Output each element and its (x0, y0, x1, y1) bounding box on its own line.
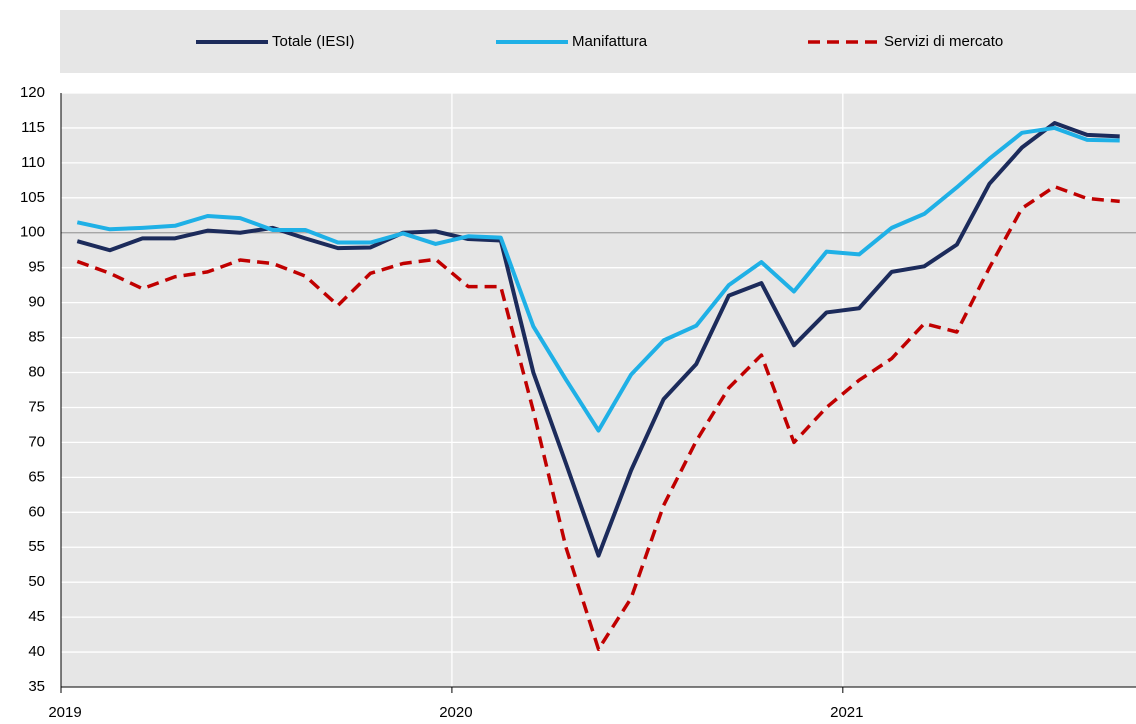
x-tick-label: 2021 (830, 704, 863, 721)
y-tick-label: 120 (20, 84, 45, 101)
x-tick-label: 2020 (439, 704, 472, 721)
y-tick-label: 35 (28, 678, 45, 695)
y-tick-label: 45 (28, 608, 45, 625)
y-tick-label: 40 (28, 643, 45, 660)
y-tick-label: 85 (28, 329, 45, 346)
y-tick-label: 55 (28, 538, 45, 555)
y-tick-label: 65 (28, 468, 45, 485)
y-tick-label: 115 (21, 119, 45, 136)
plot-area (61, 93, 1136, 687)
y-tick-label: 75 (28, 398, 45, 415)
y-tick-label: 100 (20, 224, 45, 241)
series-line (76, 184, 1120, 652)
y-tick-label: 80 (28, 363, 45, 380)
y-tick-label: 90 (28, 294, 45, 311)
y-tick-label: 95 (28, 259, 45, 276)
x-tick-label: 2019 (48, 704, 81, 721)
series-line (76, 121, 1120, 558)
series-line (76, 125, 1120, 433)
y-tick-label: 110 (21, 154, 45, 171)
y-tick-label: 70 (28, 433, 45, 450)
y-tick-label: 50 (28, 573, 45, 590)
y-tick-label: 105 (20, 189, 45, 206)
legend-label: Servizi di mercato (884, 33, 1003, 50)
y-tick-label: 60 (28, 503, 45, 520)
legend-label: Manifattura (572, 33, 648, 50)
legend-label: Totale (IESI) (272, 33, 355, 50)
